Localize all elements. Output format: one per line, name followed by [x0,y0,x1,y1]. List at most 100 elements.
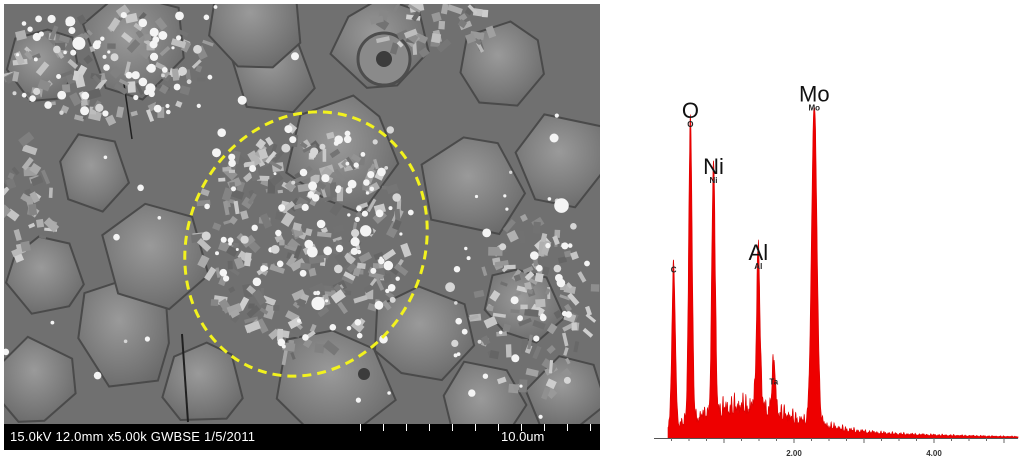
flake [233,256,245,270]
flake [322,148,327,162]
particle [93,371,102,380]
flake [494,259,509,268]
flake [95,77,108,92]
flake [350,319,365,333]
flake [268,328,280,340]
flake [317,306,330,318]
flake [440,4,449,15]
flake [350,153,362,163]
particle [466,256,471,261]
flake [292,222,302,232]
particle [482,373,489,379]
flake [505,344,512,358]
particle [384,166,389,170]
flake [458,13,468,22]
particle [29,95,36,102]
flake [197,77,206,82]
particle [273,172,277,176]
grain [514,113,600,209]
flake [535,298,546,308]
particle [223,275,230,282]
scale-bar-label: 10.0um [501,429,545,444]
flake [273,305,280,311]
particle [145,83,156,94]
flake [176,28,189,38]
scale-tick [521,424,522,431]
particle [345,161,350,166]
flake [279,239,285,246]
flake [14,29,27,41]
flake [330,289,346,304]
flake [4,184,10,196]
flake [124,12,138,24]
flake [229,308,240,319]
particle [113,233,120,241]
flake [408,4,425,13]
flake [74,114,85,122]
particle [395,276,400,281]
flake [7,172,15,180]
particle [161,73,165,78]
flake [24,50,34,61]
flake [502,218,516,233]
particle [277,338,286,347]
flake [561,332,569,347]
peak-small-label-ni: Ni [710,176,718,185]
particle [392,193,402,202]
flake [108,17,121,32]
flake [545,378,557,390]
flake [37,79,52,92]
flake [286,252,292,259]
particle [360,225,372,237]
flake [28,222,36,229]
particle [251,224,258,231]
flake [467,4,478,15]
flake [342,252,356,265]
flake [269,172,284,187]
flake [492,312,506,318]
peak-small-label-ta: Ta [769,378,778,387]
flake [13,229,22,242]
sem-image [4,4,600,424]
flake [170,38,187,49]
flake [179,85,191,96]
particle [549,133,559,143]
flake [546,344,556,355]
flake [115,4,130,19]
flake [570,251,579,261]
flake [28,203,38,216]
flake [222,200,230,216]
flake [248,303,255,309]
flake [204,266,217,282]
particle [27,26,33,32]
flake [304,228,313,237]
flake [154,17,168,31]
scale-tick [475,424,476,431]
particle [146,66,152,71]
flake [218,177,226,182]
particle [291,180,296,185]
flake [35,218,45,228]
flake [418,47,430,58]
flake [582,327,594,338]
particle [275,229,282,237]
flake [256,175,270,182]
flake [518,379,528,393]
particle [228,241,232,246]
particle [386,126,394,134]
flake [202,39,214,47]
particle [334,264,343,274]
particle [311,296,325,311]
flake [506,229,519,243]
particle [252,277,262,287]
flake [69,92,82,107]
flake [197,254,210,269]
particle [306,246,318,258]
particle [103,64,110,71]
flake [256,318,269,334]
flake [86,29,93,36]
flake [553,309,563,319]
particle [377,167,386,177]
particle [360,152,366,157]
flake [289,332,300,338]
